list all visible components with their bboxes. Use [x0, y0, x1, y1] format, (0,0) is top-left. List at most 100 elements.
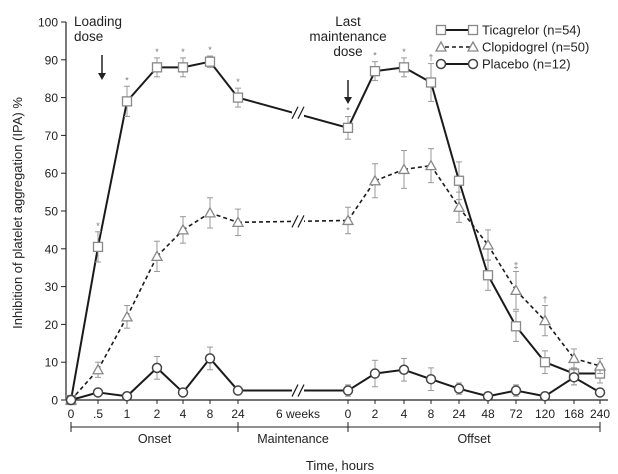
axis-break-mark: [297, 215, 305, 228]
data-point: [121, 390, 133, 402]
data-point: [232, 385, 244, 396]
data-point: [369, 65, 381, 77]
y-tick-label: 10: [45, 356, 59, 370]
y-tick-label: 90: [45, 53, 59, 67]
significance-marker: †: [428, 53, 433, 63]
series-line-segment: [515, 325, 546, 363]
significance-marker: †: [542, 295, 547, 305]
significance-marker: *: [181, 47, 185, 57]
series-line-segment: [544, 320, 575, 359]
series-line-segment: [209, 212, 239, 224]
data-point: [539, 390, 551, 402]
y-tick-label: 30: [45, 280, 59, 294]
annotation-text: dose: [74, 29, 103, 44]
legend-marker: [435, 24, 447, 36]
annotation-arrowhead: [98, 73, 106, 80]
data-point: [177, 62, 189, 73]
series-line-segment: [347, 70, 376, 129]
x-tick-label: 4: [180, 407, 187, 421]
significance-marker: *: [236, 77, 240, 87]
x-tick-label: .5: [93, 407, 103, 421]
data-point: [453, 383, 465, 394]
annotation-text: Last: [335, 14, 361, 29]
axis-break-mark: [291, 215, 299, 228]
data-point: [341, 214, 355, 226]
x-tick-label: 240: [590, 407, 610, 421]
legend-marker: [467, 58, 479, 70]
phase-label: Maintenance: [257, 432, 329, 446]
axis-break-gap: [292, 213, 304, 230]
data-point: [539, 357, 551, 368]
data-point: [150, 250, 164, 262]
data-point: [538, 314, 552, 326]
legend: Ticagrelor (n=54) Clopidogrel (n=50) Place…: [434, 23, 589, 72]
data-point: [453, 175, 465, 186]
legend-label: Ticagrelor (n=54): [482, 23, 581, 38]
x-tick-label: 1: [124, 407, 131, 421]
axis-break-mark: [297, 384, 305, 397]
data-point: [342, 122, 354, 133]
y-tick-label: 60: [45, 167, 59, 181]
series-line-segment: [374, 168, 405, 182]
x-tick-label: 168: [564, 407, 584, 421]
x-tick-label: 72: [509, 407, 523, 421]
legend-marker: [467, 24, 479, 36]
phase-label: Onset: [138, 432, 172, 446]
data-point: [482, 270, 494, 281]
data-point: [425, 77, 437, 88]
data-point: [231, 216, 245, 227]
annotation-text: Loading: [74, 14, 122, 29]
significance-marker: *: [346, 106, 350, 116]
data-point: [151, 362, 163, 374]
data-point: [204, 353, 216, 364]
x-tick-label: 0: [68, 407, 75, 421]
series-line-segment: [458, 180, 489, 276]
data-point: [120, 310, 134, 322]
series-line-segment: [237, 219, 349, 224]
x-tick-label: 6 weeks: [276, 407, 320, 421]
significance-marker: *: [402, 47, 406, 57]
series-line-segment: [458, 206, 489, 246]
significance-marker: *: [373, 51, 377, 61]
data-point: [481, 238, 495, 250]
series-square: * * * * * * * * * †: [65, 45, 606, 406]
series-line-segment: [182, 357, 211, 394]
series-line-segment: [430, 82, 460, 182]
significance-marker: *: [208, 45, 212, 55]
x-tick-label: 8: [207, 407, 214, 421]
axis-break-mark: [291, 106, 299, 119]
annotation-text: dose: [333, 44, 362, 59]
axis-break-gap: [292, 382, 304, 399]
x-axis-label: Time, hours: [306, 458, 375, 473]
data-point: [510, 321, 522, 332]
x-tick-label: 24: [231, 407, 245, 421]
data-point: [594, 387, 606, 398]
series-line-segment: [487, 274, 517, 327]
series-line-segment: [126, 66, 158, 103]
data-point: [482, 390, 494, 402]
data-point: [342, 385, 354, 396]
data-point: [398, 62, 410, 73]
series-line-segment: [97, 101, 128, 248]
data-point: [568, 372, 580, 383]
legend-label: Placebo (n=12): [482, 57, 571, 72]
annotation-text: maintenance: [309, 29, 386, 44]
series-triangle: ‡†: [64, 148, 607, 405]
x-tick-label: 8: [428, 407, 435, 421]
series-line-segment: [347, 180, 376, 221]
data-point: [203, 206, 217, 218]
series-circle: [65, 346, 606, 406]
data-point: [121, 96, 133, 107]
significance-marker: *: [125, 75, 129, 85]
data-point: [452, 200, 466, 212]
y-axis-label: Inhibition of platelet aggregation (IPA)…: [10, 97, 25, 329]
series-line-segment: [209, 357, 239, 392]
legend-marker: [466, 40, 480, 52]
y-tick-label: 0: [51, 394, 58, 408]
series-line-segment: [126, 256, 158, 318]
x-tick-label: 4: [401, 407, 408, 421]
series-line-segment: [126, 367, 158, 397]
data-point: [92, 241, 104, 253]
data-point: [232, 92, 244, 103]
x-tick-label: 48: [481, 407, 495, 421]
